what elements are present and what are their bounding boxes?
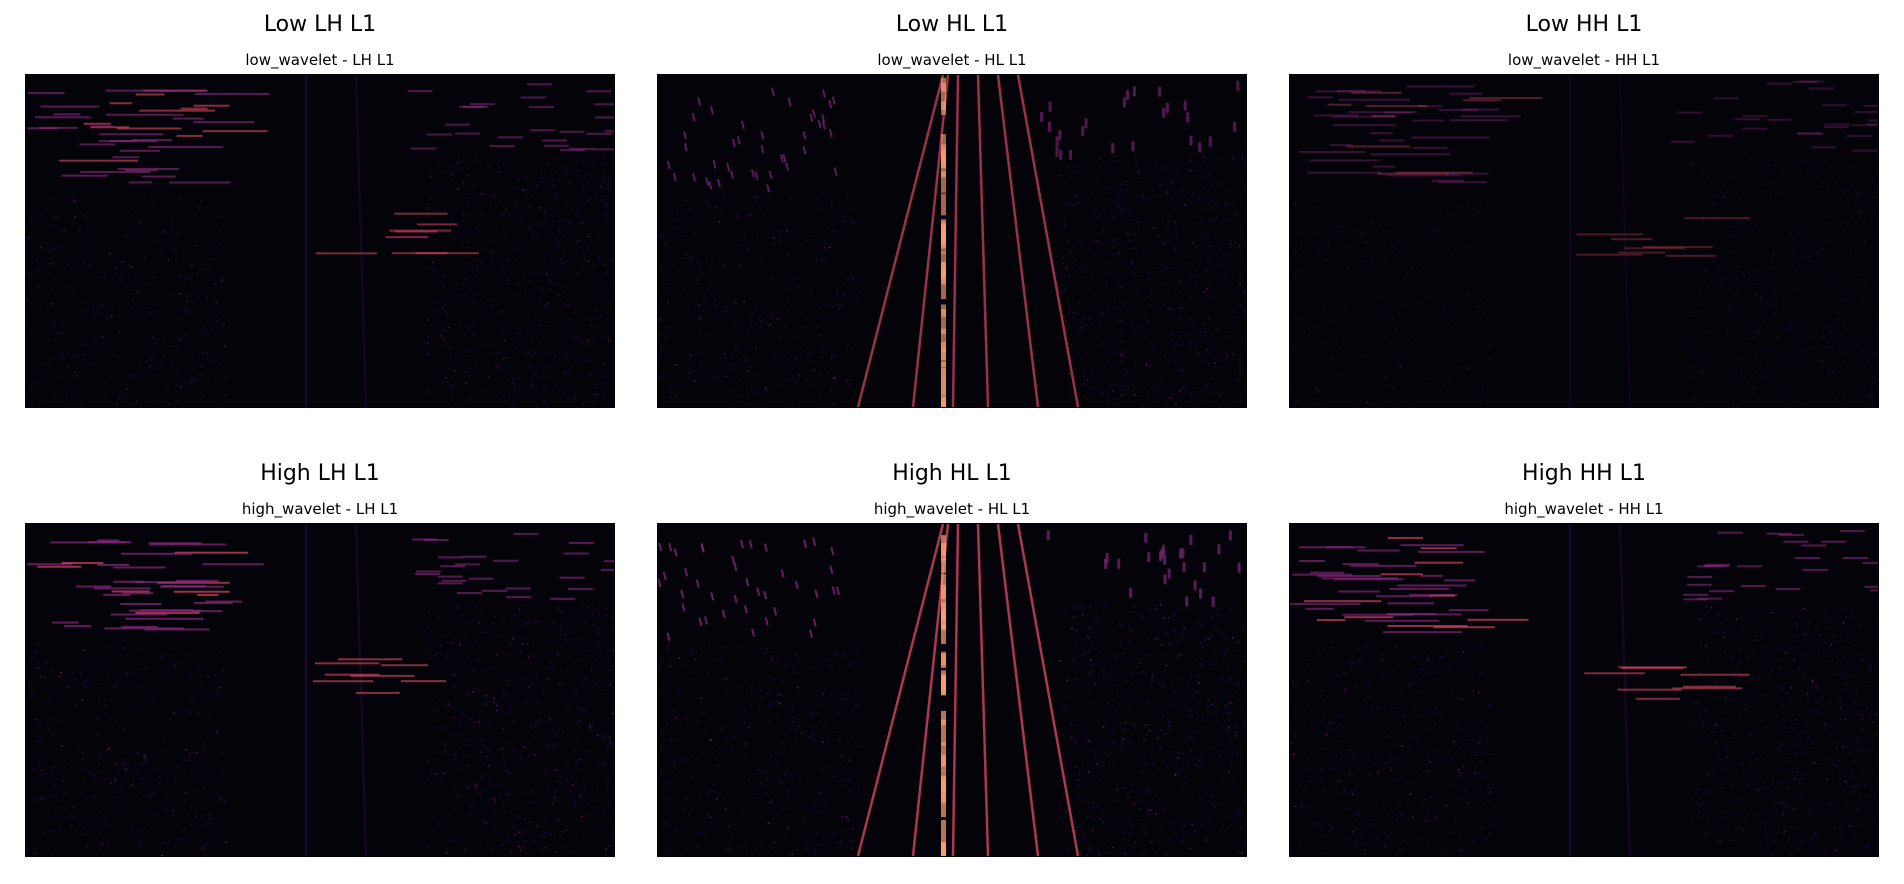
panel-title: High LH L1 <box>25 461 615 487</box>
panel-subtitle: low_wavelet - HH L1 <box>1289 51 1879 69</box>
wavelet-image <box>25 523 615 857</box>
panel-subtitle: low_wavelet - HL L1 <box>657 51 1247 69</box>
wavelet-image <box>1289 74 1879 408</box>
wavelet-image <box>657 74 1247 408</box>
panel-title: High HL L1 <box>657 461 1247 487</box>
panel-subtitle: high_wavelet - HL L1 <box>657 500 1247 518</box>
panel-title: High HH L1 <box>1289 461 1879 487</box>
wavelet-image <box>1289 523 1879 857</box>
wavelet-image <box>657 523 1247 857</box>
wavelet-image <box>25 74 615 408</box>
panel-subtitle: high_wavelet - LH L1 <box>25 500 615 518</box>
panel-title: Low HH L1 <box>1289 12 1879 38</box>
panel-title: Low HL L1 <box>657 12 1247 38</box>
panel-subtitle: low_wavelet - LH L1 <box>25 51 615 69</box>
panel-title: Low LH L1 <box>25 12 615 38</box>
panel-subtitle: high_wavelet - HH L1 <box>1289 500 1879 518</box>
